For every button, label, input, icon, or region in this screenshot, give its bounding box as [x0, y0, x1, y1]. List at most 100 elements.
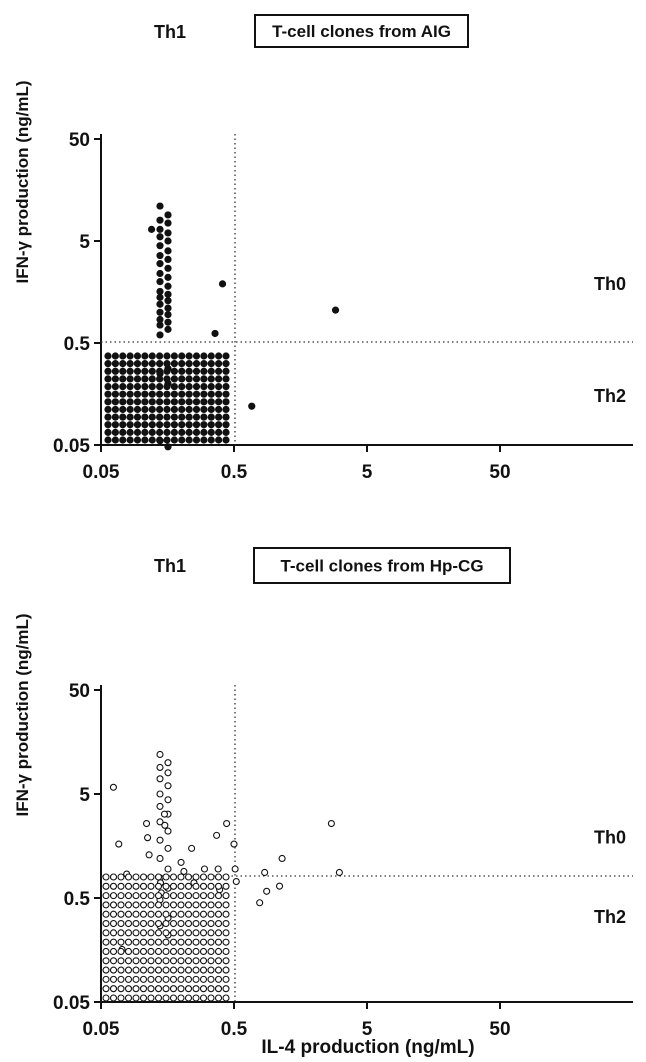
data-point-th0 [211, 329, 219, 338]
data-point-th1 [156, 802, 164, 810]
data-point-th0 [261, 868, 269, 877]
data-point-th1 [164, 255, 172, 264]
data-point-th2 [156, 421, 164, 429]
data-point-th2 [126, 382, 134, 391]
data-point-th2 [222, 966, 230, 974]
data-point-th2 [214, 975, 223, 983]
data-point-th2 [102, 938, 110, 946]
data-point-th2 [192, 405, 201, 414]
data-point-th2 [117, 966, 125, 974]
data-point-th2 [177, 947, 185, 956]
data-point-th2 [156, 352, 164, 360]
data-point-th2 [200, 428, 208, 436]
data-point-th2 [133, 360, 142, 368]
data-point-th2 [117, 910, 125, 918]
data-point-th2 [154, 938, 163, 946]
data-point-th2 [177, 882, 185, 890]
data-point-th2 [148, 405, 156, 414]
data-point-th2 [222, 892, 230, 900]
data-point-th2 [162, 910, 170, 918]
data-point-th2 [139, 975, 148, 983]
data-point-th2 [222, 367, 230, 375]
data-point-th2 [111, 398, 119, 406]
data-point-th1 [164, 782, 172, 790]
data-point-th1 [164, 310, 172, 319]
data-point-th2 [215, 360, 223, 368]
data-point-th2 [126, 390, 134, 398]
data-point-th2 [147, 929, 155, 937]
data-point-th2 [162, 873, 170, 881]
data-point-th2 [139, 929, 148, 937]
data-point-th2 [207, 398, 215, 406]
data-point-th2 [215, 421, 223, 429]
data-point-th2 [133, 390, 142, 398]
data-point-th2 [185, 413, 193, 421]
data-point-th2 [102, 929, 110, 937]
data-point-th2 [133, 428, 142, 436]
data-point-th2 [141, 367, 149, 375]
data-point-th2 [207, 947, 215, 956]
data-point-th2 [177, 919, 185, 928]
x-tick-label: 0.05 [83, 462, 120, 483]
data-point-th2 [111, 390, 119, 398]
data-point-th2 [185, 375, 193, 383]
data-point-th2 [111, 375, 119, 383]
data-point-th2 [156, 428, 164, 436]
data-point-th2 [141, 382, 149, 391]
data-point-th2 [111, 428, 119, 436]
data-point-th2 [199, 910, 208, 918]
data-point-th2 [154, 966, 163, 974]
data-point-th0 [145, 851, 153, 859]
x-tick-label: 50 [489, 1019, 510, 1040]
data-point-th1 [156, 269, 164, 278]
data-point-th2 [147, 966, 155, 974]
data-point-th2 [119, 375, 127, 383]
data-point-th2 [117, 901, 125, 909]
data-point-th2 [139, 966, 148, 974]
data-point-th2 [148, 390, 156, 398]
data-point-th2 [222, 360, 230, 368]
data-point-th2 [192, 947, 200, 956]
data-point-th2 [156, 360, 164, 368]
data-point-th2 [124, 892, 133, 900]
data-point-th2 [139, 873, 148, 881]
data-point-th2 [170, 360, 178, 368]
data-point-th0 [188, 844, 196, 852]
data-point-th2 [109, 901, 118, 909]
data-point-th2 [177, 929, 185, 937]
data-point-th2 [222, 375, 230, 383]
data-point-th1 [164, 297, 172, 305]
data-point-th2 [184, 994, 193, 1002]
data-point-th2 [102, 901, 110, 909]
data-point-th2 [170, 382, 178, 391]
data-point-th2 [126, 352, 134, 360]
data-point-th2 [207, 360, 215, 368]
data-point-th2 [156, 436, 164, 444]
data-point-th2 [215, 382, 223, 391]
data-point-th2 [147, 957, 155, 965]
data-point-th2 [192, 985, 200, 993]
data-point-th2 [200, 405, 208, 414]
data-point-th2 [199, 985, 208, 993]
data-point-th2 [169, 901, 178, 909]
data-point-th2 [169, 892, 178, 900]
data-point-th2 [109, 919, 118, 928]
data-point-th2 [156, 382, 164, 391]
data-point-th2 [148, 413, 156, 421]
data-point-th2 [215, 428, 223, 436]
data-point-th2 [126, 360, 134, 368]
data-point-th2 [200, 382, 208, 391]
data-point-th2 [162, 901, 170, 909]
data-point-th0 [200, 865, 209, 873]
data-point-th2 [199, 919, 208, 928]
data-point-th2 [192, 966, 200, 974]
data-point-th2 [199, 957, 208, 965]
data-point-th2 [119, 436, 127, 444]
data-point-th2 [185, 421, 193, 429]
data-point-th2 [178, 436, 186, 444]
data-point-th2 [139, 910, 148, 918]
data-point-th2 [200, 360, 208, 368]
data-point-th2 [185, 398, 193, 406]
data-point-th2 [184, 919, 193, 928]
data-point-th2 [133, 436, 142, 444]
